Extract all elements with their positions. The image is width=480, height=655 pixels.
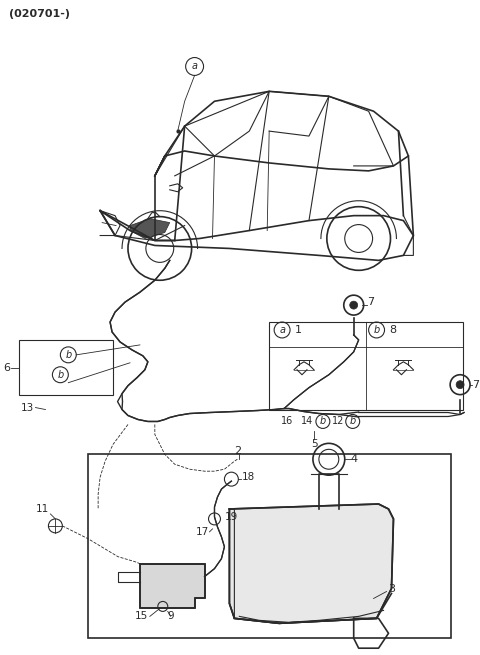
Bar [19,340,113,394]
Text: 18: 18 [241,472,254,482]
Text: 5: 5 [311,440,318,449]
Polygon shape [130,219,170,238]
Polygon shape [140,564,204,608]
Text: a: a [279,325,285,335]
Text: 16: 16 [281,417,293,426]
Text: 11: 11 [36,504,49,514]
Text: 9: 9 [168,611,174,622]
Text: 4: 4 [351,455,358,464]
Text: 17: 17 [195,527,209,537]
Text: b: b [65,350,72,360]
Text: 2: 2 [234,446,241,457]
Bar [88,455,451,638]
Text: 1: 1 [295,325,302,335]
Text: 7: 7 [472,380,479,390]
Text: b: b [373,325,380,335]
Text: 3: 3 [388,584,396,593]
Text: a: a [192,62,198,71]
Bar [269,322,463,409]
Text: b: b [57,369,63,380]
Text: 13: 13 [21,403,34,413]
Polygon shape [229,504,394,624]
Text: 7: 7 [367,297,374,307]
Text: 14: 14 [301,417,313,426]
Circle shape [456,381,464,388]
Text: b: b [320,417,326,426]
Text: b: b [349,417,356,426]
Text: 8: 8 [389,325,396,335]
Text: (020701-): (020701-) [9,9,70,19]
Text: 19: 19 [225,512,238,522]
Circle shape [350,301,358,309]
Text: 6: 6 [4,363,11,373]
Text: 12: 12 [332,417,344,426]
Text: 15: 15 [135,611,148,622]
